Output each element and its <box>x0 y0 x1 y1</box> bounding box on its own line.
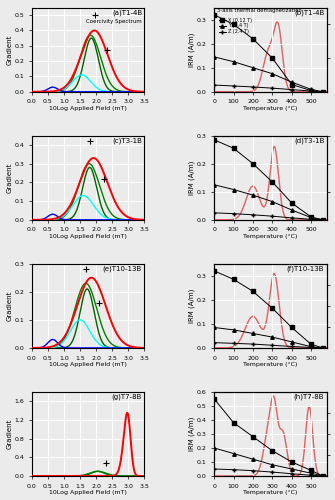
Text: (c)T3-1B: (c)T3-1B <box>112 138 142 144</box>
Y-axis label: IRM (A/m): IRM (A/m) <box>189 416 195 451</box>
Legend: X (0.12 T), Y (0.4 T), Z (2.4 T): X (0.12 T), Y (0.4 T), Z (2.4 T) <box>219 18 252 34</box>
Y-axis label: Gradient: Gradient <box>7 34 13 65</box>
X-axis label: 10Log Applied Field (mT): 10Log Applied Field (mT) <box>49 362 127 367</box>
Y-axis label: Gradient: Gradient <box>7 162 13 193</box>
X-axis label: 10Log Applied Field (mT): 10Log Applied Field (mT) <box>49 234 127 239</box>
Y-axis label: IRM (A/m): IRM (A/m) <box>189 32 195 67</box>
Text: (f)T10-13B: (f)T10-13B <box>287 266 324 272</box>
Text: (d)T3-1B: (d)T3-1B <box>294 138 324 144</box>
Text: Coercivity Spectrum: Coercivity Spectrum <box>86 20 142 24</box>
X-axis label: 10Log Applied Field (mT): 10Log Applied Field (mT) <box>49 106 127 111</box>
Y-axis label: Gradient: Gradient <box>7 290 13 321</box>
X-axis label: Temperature (°C): Temperature (°C) <box>243 362 297 367</box>
Text: 3-axis thermal demagnetization: 3-axis thermal demagnetization <box>217 8 302 14</box>
Y-axis label: Gradient: Gradient <box>7 418 13 449</box>
X-axis label: 10Log Applied Field (mT): 10Log Applied Field (mT) <box>49 490 127 495</box>
Text: (g)T7-8B: (g)T7-8B <box>112 394 142 400</box>
X-axis label: Temperature (°C): Temperature (°C) <box>243 490 297 495</box>
Text: (b)T1-4B: (b)T1-4B <box>294 9 324 16</box>
Y-axis label: IRM (A/m): IRM (A/m) <box>189 288 195 323</box>
X-axis label: Temperature (°C): Temperature (°C) <box>243 234 297 239</box>
Y-axis label: IRM (A/m): IRM (A/m) <box>189 160 195 195</box>
X-axis label: Temperature (°C): Temperature (°C) <box>243 106 297 111</box>
Text: (a)T1-4B: (a)T1-4B <box>112 9 142 16</box>
Text: (h)T7-8B: (h)T7-8B <box>294 394 324 400</box>
Text: (e)T10-13B: (e)T10-13B <box>103 266 142 272</box>
